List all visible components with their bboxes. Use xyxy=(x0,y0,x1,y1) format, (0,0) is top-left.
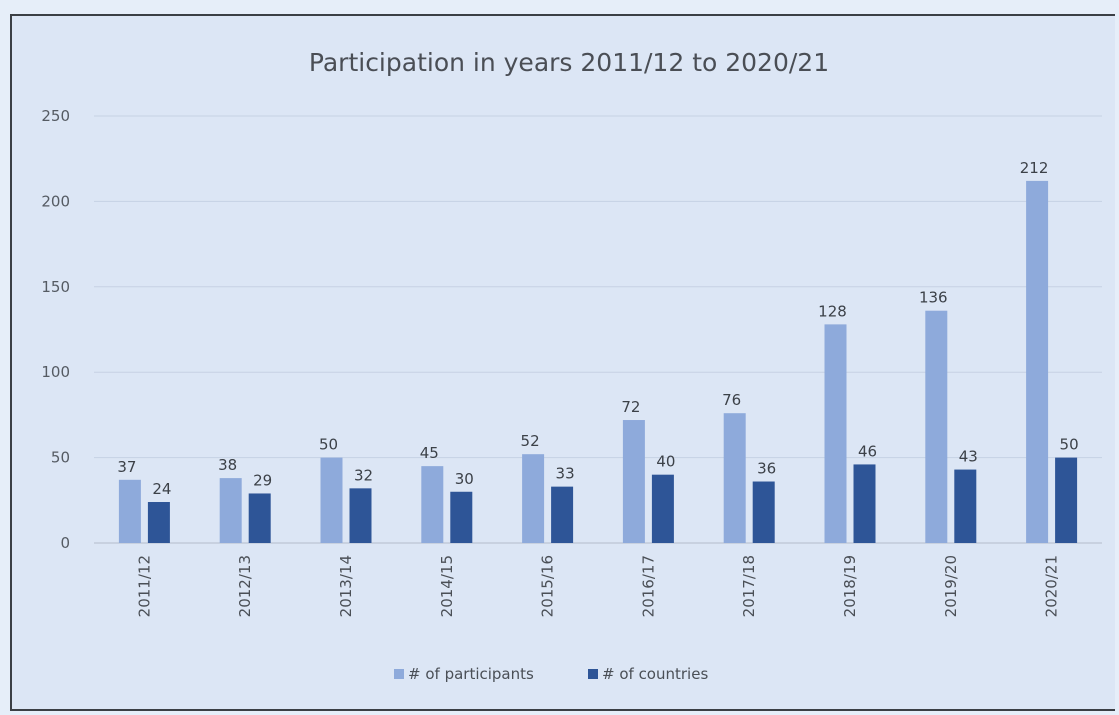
data-label-countries: 40 xyxy=(656,453,675,471)
bar-participants xyxy=(925,310,948,543)
x-axis-labels: 2011/12 2012/13 2013/14 2014/15 2015/16 2016/… xyxy=(135,555,1060,617)
y-axis-ticks: 0 50 100 150 200 250 xyxy=(41,107,70,552)
x-category-label: 2014/15 xyxy=(438,555,456,617)
data-label-countries: 24 xyxy=(152,480,171,498)
bar-participants xyxy=(118,479,141,543)
data-label-participants: 212 xyxy=(1020,159,1049,177)
bar-countries xyxy=(551,486,574,543)
bar-countries xyxy=(954,469,977,543)
bar-participants xyxy=(522,454,545,543)
data-label-countries: 36 xyxy=(757,460,776,478)
bar-participants xyxy=(219,478,242,543)
data-label-countries: 32 xyxy=(354,466,373,484)
data-label-participants: 37 xyxy=(117,458,136,476)
y-tick-label: 50 xyxy=(51,449,70,467)
bar-countries xyxy=(147,502,170,543)
bar-countries xyxy=(853,464,876,543)
x-category-label: 2020/21 xyxy=(1043,555,1061,617)
x-category-label: 2016/17 xyxy=(639,555,657,617)
data-label-participants: 72 xyxy=(621,398,640,416)
data-label-countries: 29 xyxy=(253,471,272,489)
data-label-participants: 52 xyxy=(521,432,540,450)
bar-participants xyxy=(320,457,343,543)
data-label-participants: 76 xyxy=(722,391,741,409)
x-category-label: 2017/18 xyxy=(740,555,758,617)
bar-countries xyxy=(450,491,473,543)
data-label-participants: 50 xyxy=(319,436,338,454)
data-label-participants: 38 xyxy=(218,456,237,474)
chart-frame: Participation in years 2011/12 to 2020/2… xyxy=(10,14,1115,711)
data-label-countries: 46 xyxy=(858,442,877,460)
x-category-label: 2019/20 xyxy=(942,555,960,617)
data-label-participants: 136 xyxy=(919,289,948,307)
legend-swatch-participants xyxy=(394,669,404,679)
legend: # of participants # of countries xyxy=(394,665,708,683)
bar-countries xyxy=(1055,457,1078,543)
data-label-countries: 50 xyxy=(1060,436,1079,454)
chart-title: Participation in years 2011/12 to 2020/2… xyxy=(309,48,829,77)
bars xyxy=(118,180,1078,544)
bar-countries xyxy=(349,488,372,543)
data-label-countries: 33 xyxy=(556,465,575,483)
x-category-label: 2012/13 xyxy=(236,555,254,617)
bar-participants xyxy=(723,413,746,543)
chart: Participation in years 2011/12 to 2020/2… xyxy=(41,48,1102,683)
data-label-countries: 30 xyxy=(455,470,474,488)
y-tick-label: 200 xyxy=(41,192,70,210)
y-tick-label: 150 xyxy=(41,278,70,296)
gridlines xyxy=(94,115,1102,544)
data-label-participants: 128 xyxy=(818,302,847,320)
data-label-countries: 43 xyxy=(959,448,978,466)
x-category-label: 2018/19 xyxy=(841,555,859,617)
bar-participants xyxy=(421,466,444,543)
legend-swatch-countries xyxy=(588,669,598,679)
x-category-label: 2013/14 xyxy=(337,555,355,617)
bar-countries xyxy=(248,493,271,543)
bar-countries xyxy=(752,481,775,543)
y-tick-label: 250 xyxy=(41,107,70,125)
bar-participants xyxy=(622,420,645,543)
legend-label-participants: # of participants xyxy=(408,665,534,683)
data-labels: 37 24 38 29 50 32 45 30 52 33 72 40 76 36 128 46 136 43 21… xyxy=(117,159,1078,498)
data-label-participants: 45 xyxy=(420,444,439,462)
x-category-label: 2015/16 xyxy=(539,555,557,617)
y-tick-label: 0 xyxy=(60,534,70,552)
x-category-label: 2011/12 xyxy=(135,555,153,617)
bar-participants xyxy=(824,324,847,543)
bar-participants xyxy=(1026,180,1049,544)
bar-countries xyxy=(651,474,674,543)
legend-label-countries: # of countries xyxy=(602,665,708,683)
y-tick-label: 100 xyxy=(41,363,70,381)
